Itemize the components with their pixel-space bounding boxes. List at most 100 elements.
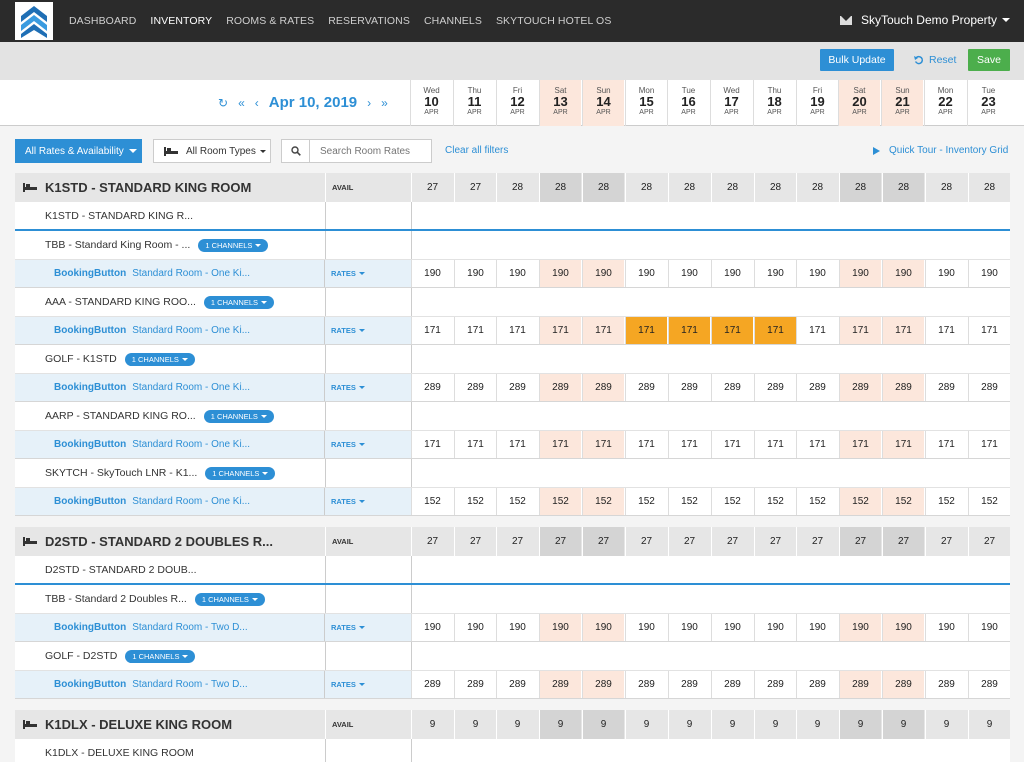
avail-cell[interactable]: 28 bbox=[711, 173, 753, 202]
date-column[interactable]: Sun 21 APR bbox=[881, 80, 923, 126]
rate-cell[interactable]: 289 bbox=[882, 671, 924, 698]
channel-room-desc[interactable]: Standard Room - Two D... bbox=[132, 679, 248, 690]
channels-badge[interactable]: 1 CHANNELS bbox=[203, 409, 274, 423]
rate-cell[interactable]: 190 bbox=[925, 614, 967, 641]
rate-cell[interactable]: 171 bbox=[839, 431, 881, 458]
channel-name[interactable]: BookingButton bbox=[54, 325, 127, 336]
rate-cell[interactable]: 289 bbox=[711, 671, 753, 698]
rate-cell[interactable]: 171 bbox=[582, 317, 624, 344]
rate-cell[interactable]: 190 bbox=[839, 614, 881, 641]
rate-cell[interactable]: 171 bbox=[796, 317, 838, 344]
nav-hotel-os[interactable]: SKYTOUCH HOTEL OS bbox=[495, 15, 612, 27]
avail-cell[interactable]: 28 bbox=[968, 173, 1010, 202]
rate-cell[interactable]: 171 bbox=[496, 317, 538, 344]
rate-cell[interactable]: 289 bbox=[625, 374, 667, 401]
rate-cell[interactable]: 171 bbox=[968, 317, 1010, 344]
rates-dropdown[interactable]: RATES bbox=[325, 317, 411, 344]
nav-rooms-rates[interactable]: ROOMS & RATES bbox=[226, 15, 315, 27]
current-date[interactable]: Apr 10, 2019 bbox=[268, 94, 358, 111]
rate-cell[interactable]: 289 bbox=[411, 671, 453, 698]
rate-plan-name[interactable]: K1DLX - DELUXE KING ROOM bbox=[45, 739, 194, 762]
rate-cell[interactable]: 190 bbox=[882, 614, 924, 641]
rate-cell[interactable]: 171 bbox=[411, 317, 453, 344]
avail-cell[interactable]: 27 bbox=[539, 527, 581, 556]
rate-cell[interactable]: 171 bbox=[625, 317, 667, 344]
rate-cell[interactable]: 289 bbox=[796, 671, 838, 698]
rate-cell[interactable]: 289 bbox=[839, 671, 881, 698]
rate-cell[interactable]: 190 bbox=[411, 614, 453, 641]
date-column[interactable]: Thu 18 APR bbox=[753, 80, 795, 126]
rate-cell[interactable]: 152 bbox=[668, 488, 710, 515]
rate-plan-name[interactable]: GOLF - D2STD 1 CHANNELS bbox=[45, 642, 196, 670]
rate-cell[interactable]: 289 bbox=[711, 374, 753, 401]
rate-cell[interactable]: 289 bbox=[968, 671, 1010, 698]
avail-cell[interactable]: 27 bbox=[839, 527, 881, 556]
rate-cell[interactable]: 171 bbox=[925, 431, 967, 458]
avail-cell[interactable]: 9 bbox=[496, 710, 538, 739]
rate-plan-name[interactable]: TBB - Standard 2 Doubles R... 1 CHANNELS bbox=[45, 585, 265, 613]
rate-cell[interactable]: 289 bbox=[454, 671, 496, 698]
date-column[interactable]: Tue 23 APR bbox=[967, 80, 1009, 126]
rate-cell[interactable]: 190 bbox=[839, 260, 881, 287]
avail-cell[interactable]: 27 bbox=[454, 173, 496, 202]
room-type-title[interactable]: D2STD - STANDARD 2 DOUBLES R... bbox=[23, 527, 273, 556]
avail-cell[interactable]: 9 bbox=[668, 710, 710, 739]
rate-cell[interactable]: 289 bbox=[411, 374, 453, 401]
rate-cell[interactable]: 289 bbox=[754, 374, 796, 401]
channel-room-desc[interactable]: Standard Room - One Ki... bbox=[132, 382, 251, 393]
nav-channels[interactable]: CHANNELS bbox=[423, 15, 482, 27]
refresh-icon[interactable]: ↻ bbox=[218, 95, 229, 110]
rate-cell[interactable]: 289 bbox=[496, 671, 538, 698]
rate-cell[interactable]: 289 bbox=[839, 374, 881, 401]
reset-button[interactable]: Reset bbox=[914, 49, 956, 71]
rate-cell[interactable]: 289 bbox=[754, 671, 796, 698]
rate-cell[interactable]: 171 bbox=[754, 431, 796, 458]
rate-cell[interactable]: 190 bbox=[668, 260, 710, 287]
channel-name[interactable]: BookingButton bbox=[54, 496, 127, 507]
rate-cell[interactable]: 171 bbox=[411, 431, 453, 458]
avail-cell[interactable]: 9 bbox=[925, 710, 967, 739]
channel-room-desc[interactable]: Standard Room - One Ki... bbox=[132, 496, 251, 507]
rate-cell[interactable]: 190 bbox=[454, 614, 496, 641]
channel-name[interactable]: BookingButton bbox=[54, 439, 127, 450]
channels-badge[interactable]: 1 CHANNELS bbox=[124, 352, 195, 366]
rates-dropdown[interactable]: RATES bbox=[325, 488, 411, 515]
rate-cell[interactable]: 190 bbox=[625, 614, 667, 641]
rate-cell[interactable]: 289 bbox=[882, 374, 924, 401]
rate-cell[interactable]: 190 bbox=[411, 260, 453, 287]
avail-cell[interactable]: 9 bbox=[454, 710, 496, 739]
rate-cell[interactable]: 289 bbox=[539, 374, 581, 401]
avail-cell[interactable]: 9 bbox=[411, 710, 453, 739]
avail-cell[interactable]: 27 bbox=[625, 527, 667, 556]
avail-cell[interactable]: 28 bbox=[882, 173, 924, 202]
avail-cell[interactable]: 28 bbox=[925, 173, 967, 202]
rate-cell[interactable]: 190 bbox=[796, 260, 838, 287]
avail-cell[interactable]: 27 bbox=[496, 527, 538, 556]
avail-cell[interactable]: 27 bbox=[668, 527, 710, 556]
rates-dropdown[interactable]: RATES bbox=[325, 671, 411, 698]
avail-cell[interactable]: 9 bbox=[582, 710, 624, 739]
avail-cell[interactable]: 28 bbox=[839, 173, 881, 202]
rate-cell[interactable]: 190 bbox=[925, 260, 967, 287]
rate-cell[interactable]: 171 bbox=[711, 317, 753, 344]
date-column[interactable]: Fri 19 APR bbox=[796, 80, 838, 126]
rate-cell[interactable]: 152 bbox=[839, 488, 881, 515]
channel-name[interactable]: BookingButton bbox=[54, 268, 127, 279]
avail-cell[interactable]: 28 bbox=[496, 173, 538, 202]
date-column[interactable]: Sun 14 APR bbox=[582, 80, 624, 126]
rates-dropdown[interactable]: RATES bbox=[325, 431, 411, 458]
channel-name[interactable]: BookingButton bbox=[54, 679, 127, 690]
avail-cell[interactable]: 28 bbox=[796, 173, 838, 202]
rate-cell[interactable]: 152 bbox=[968, 488, 1010, 515]
avail-cell[interactable]: 9 bbox=[882, 710, 924, 739]
rates-dropdown[interactable]: RATES bbox=[325, 260, 411, 287]
rate-cell[interactable]: 171 bbox=[796, 431, 838, 458]
date-column[interactable]: Mon 15 APR bbox=[625, 80, 667, 126]
channels-badge[interactable]: 1 CHANNELS bbox=[194, 592, 265, 606]
logo-icon[interactable] bbox=[15, 2, 53, 40]
rate-cell[interactable]: 152 bbox=[539, 488, 581, 515]
rate-cell[interactable]: 190 bbox=[496, 614, 538, 641]
nav-dashboard[interactable]: DASHBOARD bbox=[69, 15, 137, 27]
rate-cell[interactable]: 289 bbox=[925, 374, 967, 401]
rate-cell[interactable]: 190 bbox=[582, 260, 624, 287]
